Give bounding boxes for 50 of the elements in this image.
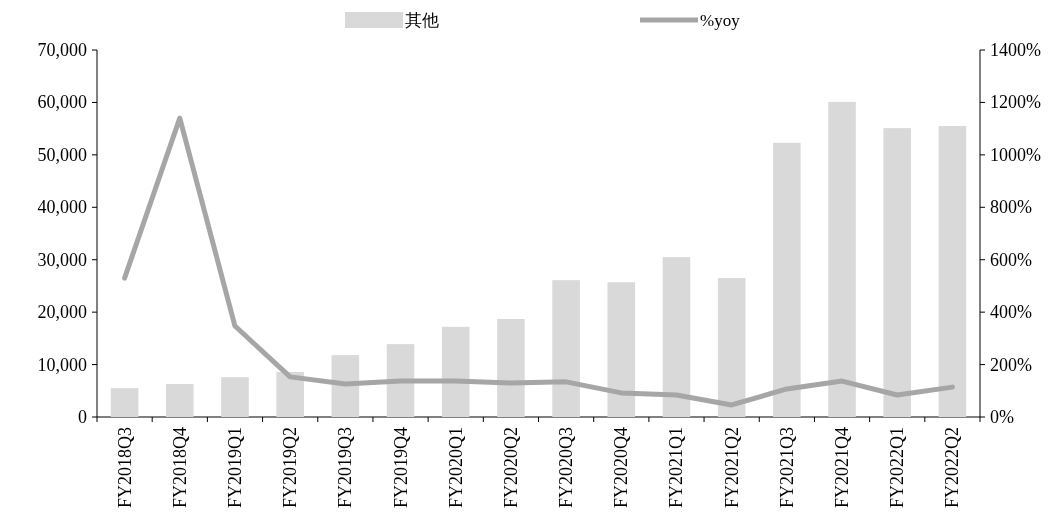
bar: [386, 344, 415, 417]
legend-label: %yoy: [700, 11, 741, 30]
bar: [717, 278, 746, 417]
bar: [331, 355, 360, 417]
x-tick-label: FY2019Q2: [280, 427, 301, 509]
y-tick-label: 30,000: [37, 249, 87, 270]
y2-tick-label: 400%: [990, 302, 1032, 323]
x-tick-label: FY2020Q1: [445, 427, 466, 509]
y-tick-label: 10,000: [37, 354, 87, 375]
y2-tick-label: 0%: [990, 407, 1014, 427]
x-tick-label: FY2019Q1: [224, 427, 245, 509]
bar: [276, 371, 304, 417]
bar: [552, 280, 580, 417]
x-tick-label: FY2018Q4: [169, 427, 190, 509]
bar: [662, 257, 691, 417]
y2-tick-label: 1000%: [990, 144, 1041, 165]
y-tick-label: 70,000: [37, 40, 87, 60]
x-tick-label: FY2021Q2: [721, 427, 742, 509]
legend-label: 其他: [405, 11, 439, 30]
bar: [938, 126, 967, 417]
y2-tick-label: 1200%: [990, 92, 1041, 113]
x-tick-label: FY2022Q2: [942, 427, 963, 509]
x-tick-label: FY2021Q1: [666, 427, 687, 509]
y-tick-label: 50,000: [37, 144, 87, 165]
x-tick-label: FY2020Q3: [556, 427, 577, 509]
bar: [607, 282, 636, 417]
bar: [441, 326, 470, 417]
bar: [883, 128, 912, 417]
x-tick-label: FY2022Q1: [887, 427, 908, 509]
y-tick-label: 40,000: [37, 197, 87, 218]
y2-tick-label: 800%: [990, 197, 1032, 218]
x-tick-label: FY2019Q4: [390, 427, 411, 509]
bar: [110, 388, 139, 417]
y2-tick-label: 1400%: [990, 40, 1041, 60]
x-tick-label: FY2020Q4: [611, 427, 632, 509]
bar: [497, 318, 525, 417]
y-tick-label: 20,000: [37, 302, 87, 323]
y2-tick-label: 600%: [990, 249, 1032, 270]
bar: [165, 383, 194, 417]
bar: [828, 101, 856, 417]
x-tick-label: FY2018Q3: [114, 427, 135, 509]
bar: [773, 142, 801, 417]
y2-tick-label: 200%: [990, 354, 1032, 375]
y-tick-label: 0: [78, 407, 87, 427]
x-tick-label: FY2019Q3: [335, 427, 356, 509]
x-tick-label: FY2021Q3: [776, 427, 797, 509]
y-tick-label: 60,000: [37, 92, 87, 113]
x-tick-label: FY2020Q2: [500, 427, 521, 509]
x-tick-label: FY2021Q4: [832, 427, 853, 509]
bar: [221, 377, 249, 417]
